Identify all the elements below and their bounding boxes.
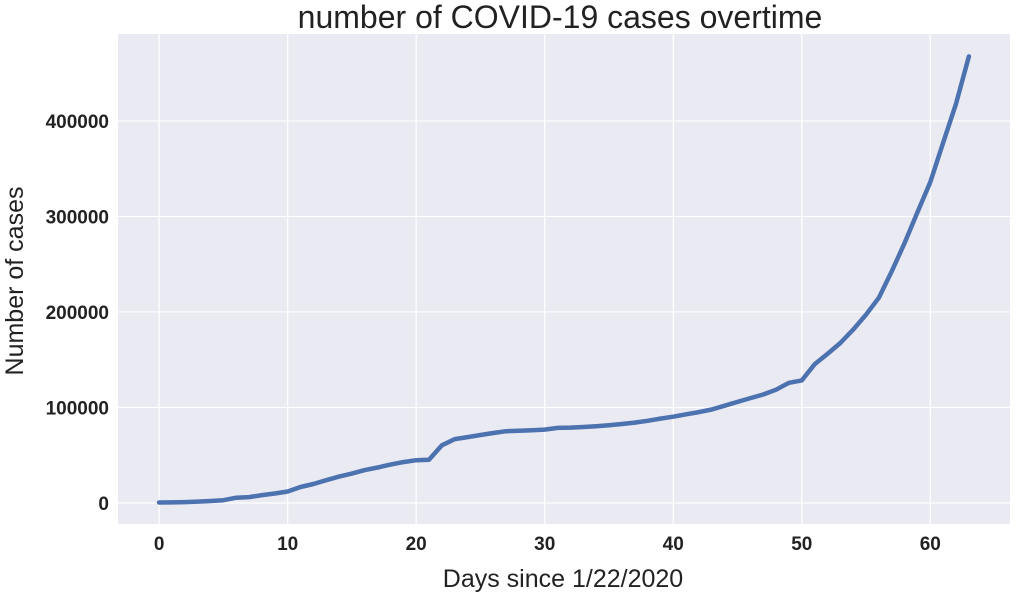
grid-lines (118, 34, 1010, 524)
series-line (156, 54, 972, 505)
y-axis-label: Number of cases (1, 187, 29, 376)
x-tick-label: 60 (920, 534, 941, 555)
x-axis-label: Days since 1/22/2020 (443, 565, 683, 593)
x-tick-label: 40 (663, 534, 684, 555)
y-tick-label: 400000 (46, 112, 109, 133)
y-tick-labels: 0 100000 200000 300000 400000 (46, 112, 109, 515)
x-tick-label: 20 (406, 534, 427, 555)
x-tick-label: 10 (277, 534, 298, 555)
y-tick-label: 100000 (46, 398, 109, 419)
x-tick-label: 50 (791, 534, 812, 555)
x-tick-label: 0 (154, 534, 165, 555)
y-tick-label: 0 (98, 494, 109, 515)
x-tick-label: 30 (534, 534, 555, 555)
chart-title: number of COVID-19 cases overtime (298, 0, 823, 35)
y-tick-label: 200000 (46, 303, 109, 324)
y-tick-label: 300000 (46, 207, 109, 228)
x-tick-labels: 0 10 20 30 40 50 60 (154, 534, 941, 555)
series-group (156, 54, 972, 505)
plot-background (118, 34, 1010, 524)
